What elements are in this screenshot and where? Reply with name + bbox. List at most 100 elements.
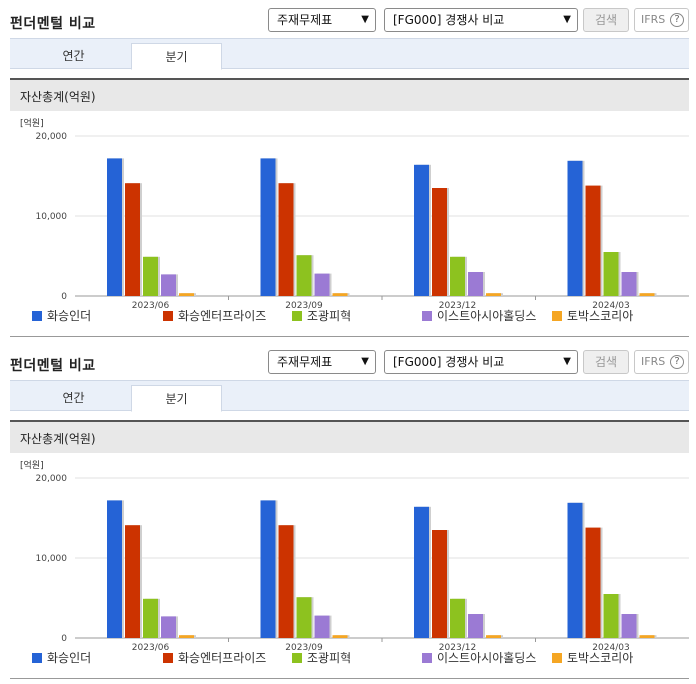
bar (314, 273, 330, 296)
bar (432, 188, 447, 296)
legend-swatch (292, 311, 302, 321)
x-tick-label: 2023/09 (285, 643, 323, 653)
theme-select-value: 주재무제표 (277, 355, 333, 369)
bar (603, 252, 619, 296)
legend-label: 토박스코리아 (567, 309, 633, 323)
bar (179, 635, 194, 638)
legend-swatch (422, 311, 432, 321)
bar (125, 183, 140, 296)
bar (143, 598, 158, 638)
help-icon: ? (670, 13, 684, 27)
bar (450, 256, 465, 296)
fundamental-panel-1: 펀더멘털 비교 주재무제표 ▼ [FG000] 경쟁사 비교 ▼ 검색 IFRS… (0, 0, 696, 337)
theme-select[interactable]: 주재무제표 ▼ (268, 8, 376, 32)
legend-label: 조광피혁 (307, 309, 351, 323)
ifrs-button[interactable]: IFRS ? (634, 350, 689, 374)
legend-label: 이스트아시아홀딩스 (437, 651, 536, 665)
search-button[interactable]: 검색 (583, 8, 629, 32)
bar (450, 598, 465, 638)
fundamental-panel-2: 펀더멘털 비교 주재무제표 ▼ [FG000] 경쟁사 비교 ▼ 검색 IFRS… (0, 342, 696, 684)
bar (414, 506, 429, 638)
bar (639, 635, 655, 638)
bar (260, 158, 276, 296)
search-button[interactable]: 검색 (583, 350, 629, 374)
chart-title: 자산총계(억원) (20, 90, 96, 104)
y-tick-label: 10,000 (36, 212, 68, 222)
panel-header: 펀더멘털 비교 주재무제표 ▼ [FG000] 경쟁사 비교 ▼ 검색 IFRS… (0, 342, 696, 380)
bar (486, 635, 501, 638)
y-tick-label: 20,000 (36, 132, 68, 142)
bar (414, 164, 429, 296)
y-tick-label: 0 (61, 292, 67, 302)
bar (621, 614, 637, 638)
legend-swatch (32, 653, 42, 663)
bar (296, 255, 312, 296)
bar (468, 614, 483, 638)
tab-quarterly[interactable]: 분기 (131, 385, 222, 412)
bar (296, 597, 312, 638)
compare-select[interactable]: [FG000] 경쟁사 비교 ▼ (384, 350, 578, 374)
x-tick-label: 2023/12 (439, 643, 476, 653)
bar (468, 272, 483, 296)
bar (486, 293, 501, 296)
x-tick-label: 2023/06 (132, 643, 170, 653)
legend-swatch (163, 311, 173, 321)
tab-annual[interactable]: 연간 (62, 391, 85, 405)
bar (639, 293, 655, 296)
panel-title: 펀더멘털 비교 (10, 358, 96, 374)
legend-swatch (32, 311, 42, 321)
bar (143, 256, 158, 296)
compare-select-value: [FG000] 경쟁사 비교 (393, 13, 505, 27)
y-tick-label: 20,000 (36, 474, 68, 484)
bar (125, 525, 140, 638)
legend-label: 토박스코리아 (567, 651, 633, 665)
compare-select[interactable]: [FG000] 경쟁사 비교 ▼ (384, 8, 578, 32)
legend-label: 이스트아시아홀딩스 (437, 309, 536, 323)
legend-label: 조광피혁 (307, 651, 351, 665)
period-tabs: 연간 분기 (10, 380, 689, 412)
legend-swatch (552, 653, 562, 663)
bar (332, 635, 348, 638)
bar (585, 185, 601, 296)
period-tabs: 연간 분기 (10, 38, 689, 70)
x-tick-label: 2023/06 (132, 301, 170, 311)
legend-label: 화승엔터프라이즈 (178, 651, 266, 665)
legend-swatch (163, 653, 173, 663)
bar (278, 525, 294, 638)
theme-select[interactable]: 주재무제표 ▼ (268, 350, 376, 374)
tab-annual[interactable]: 연간 (62, 49, 85, 63)
y-tick-label: 0 (61, 634, 67, 644)
ifrs-label: IFRS (641, 355, 666, 368)
bar (161, 274, 176, 296)
legend-swatch (552, 311, 562, 321)
bar (107, 500, 122, 638)
legend-swatch (292, 653, 302, 663)
chart-title: 자산총계(억원) (20, 432, 96, 446)
bar (107, 158, 122, 296)
tab-quarterly[interactable]: 분기 (131, 43, 222, 70)
x-tick-label: 2023/09 (285, 301, 323, 311)
bar (432, 530, 447, 638)
panel-header: 펀더멘털 비교 주재무제표 ▼ [FG000] 경쟁사 비교 ▼ 검색 IFRS… (0, 0, 696, 38)
chart-header: 자산총계(억원) (10, 78, 689, 111)
bar (179, 293, 194, 296)
bar (161, 616, 176, 638)
bar (585, 527, 601, 638)
panel-divider (10, 336, 689, 337)
unit-label: [억원] (20, 459, 44, 471)
ifrs-button[interactable]: IFRS ? (634, 8, 689, 32)
legend-label: 화승인더 (47, 651, 91, 665)
bar (260, 500, 276, 638)
bar (621, 272, 637, 296)
bar (332, 293, 348, 296)
help-icon: ? (670, 355, 684, 369)
bar (603, 594, 619, 638)
chart-header: 자산총계(억원) (10, 420, 689, 453)
unit-label: [억원] (20, 117, 44, 129)
compare-select-value: [FG000] 경쟁사 비교 (393, 355, 505, 369)
chevron-down-icon: ▼ (361, 14, 369, 25)
x-tick-label: 2023/12 (439, 301, 476, 311)
x-tick-label: 2024/03 (592, 301, 629, 311)
bar (567, 160, 583, 296)
panel-title: 펀더멘털 비교 (10, 16, 96, 32)
